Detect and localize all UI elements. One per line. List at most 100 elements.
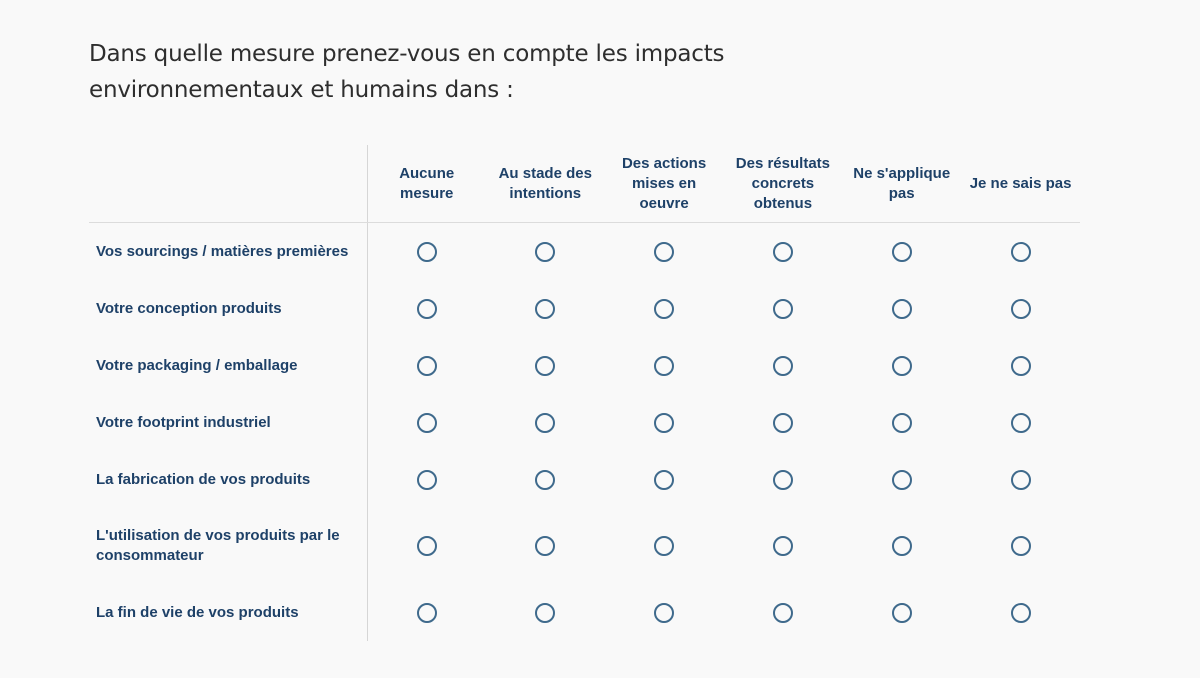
- radio-cell: [486, 584, 605, 641]
- radio-cell: [723, 451, 842, 508]
- radio-cell: [486, 394, 605, 451]
- radio-button-je-ne-sais-pas[interactable]: [1010, 469, 1031, 490]
- radio-button-je-ne-sais-pas[interactable]: [1010, 355, 1031, 376]
- radio-button-aucune-mesure[interactable]: [416, 602, 437, 623]
- radio-cell: [842, 584, 961, 641]
- radio-button-des-resultats-concrets-obtenus[interactable]: [772, 355, 793, 376]
- column-header-label: Des actions mises en oeuvre: [621, 154, 707, 212]
- radio-cell: [367, 280, 486, 337]
- radio-button-aucune-mesure[interactable]: [416, 536, 437, 556]
- column-header-aucune-mesure: Aucune mesure: [367, 145, 486, 223]
- radio-button-des-actions-mises-en-oeuvre[interactable]: [654, 241, 675, 262]
- radio-button-des-resultats-concrets-obtenus[interactable]: [772, 602, 793, 623]
- radio-cell: [605, 223, 724, 281]
- radio-cell: [723, 508, 842, 584]
- radio-cell: [605, 584, 724, 641]
- radio-cell: [723, 280, 842, 337]
- radio-button-des-resultats-concrets-obtenus[interactable]: [772, 469, 793, 490]
- row-label: La fabrication de vos produits: [89, 451, 368, 508]
- radio-button-au-stade-des-intentions[interactable]: [535, 412, 556, 433]
- radio-cell: [842, 508, 961, 584]
- radio-cell: [605, 280, 724, 337]
- radio-button-ne-s-applique-pas[interactable]: [891, 602, 912, 623]
- radio-button-au-stade-des-intentions[interactable]: [535, 469, 556, 490]
- radio-button-je-ne-sais-pas[interactable]: [1010, 298, 1031, 319]
- radio-cell: [605, 451, 724, 508]
- radio-button-ne-s-applique-pas[interactable]: [891, 536, 912, 556]
- radio-button-des-actions-mises-en-oeuvre[interactable]: [654, 602, 675, 623]
- radio-cell: [367, 584, 486, 641]
- radio-cell: [961, 394, 1080, 451]
- radio-cell: [486, 280, 605, 337]
- column-header-au-stade-des-intentions: Au stade des intentions: [485, 145, 605, 223]
- radio-button-au-stade-des-intentions[interactable]: [535, 298, 556, 319]
- radio-button-des-resultats-concrets-obtenus[interactable]: [772, 298, 793, 319]
- row-label: L'utilisation de vos produits par le con…: [89, 508, 368, 584]
- radio-cell: [723, 337, 842, 394]
- column-header-label: Je ne sais pas: [969, 174, 1072, 192]
- radio-button-aucune-mesure[interactable]: [416, 298, 437, 319]
- radio-cell: [486, 508, 605, 584]
- radio-button-aucune-mesure[interactable]: [416, 355, 437, 376]
- radio-cell: [486, 223, 605, 281]
- radio-button-des-actions-mises-en-oeuvre[interactable]: [654, 469, 675, 490]
- radio-button-au-stade-des-intentions[interactable]: [535, 602, 556, 623]
- column-header-label: Des résultats concrets obtenus: [735, 154, 830, 212]
- matrix-row-footprint: Votre footprint industriel: [89, 394, 1080, 451]
- radio-button-des-actions-mises-en-oeuvre[interactable]: [654, 412, 675, 433]
- radio-cell: [605, 508, 724, 584]
- radio-button-je-ne-sais-pas[interactable]: [1010, 602, 1031, 623]
- radio-button-des-actions-mises-en-oeuvre[interactable]: [654, 355, 675, 376]
- row-label: Votre footprint industriel: [89, 394, 368, 451]
- column-header-label: Aucune mesure: [399, 164, 455, 202]
- radio-button-au-stade-des-intentions[interactable]: [535, 355, 556, 376]
- radio-cell: [486, 337, 605, 394]
- row-label: Votre packaging / emballage: [89, 337, 368, 394]
- row-label: Votre conception produits: [89, 280, 368, 337]
- matrix-header-row: Aucune mesure Au stade des intentions De…: [89, 145, 1080, 223]
- matrix-corner-cell: [89, 145, 368, 223]
- radio-button-des-resultats-concrets-obtenus[interactable]: [772, 241, 793, 262]
- column-header-je-ne-sais-pas: Je ne sais pas: [961, 145, 1080, 223]
- radio-button-au-stade-des-intentions[interactable]: [535, 536, 556, 556]
- radio-button-des-actions-mises-en-oeuvre[interactable]: [654, 298, 675, 319]
- matrix-row-fabrication: La fabrication de vos produits: [89, 451, 1080, 508]
- radio-button-aucune-mesure[interactable]: [416, 241, 437, 262]
- radio-cell: [367, 451, 486, 508]
- radio-button-je-ne-sais-pas[interactable]: [1010, 536, 1031, 556]
- radio-button-je-ne-sais-pas[interactable]: [1010, 241, 1031, 262]
- column-header-ne-s-applique-pas: Ne s'applique pas: [842, 145, 962, 223]
- radio-cell: [842, 394, 961, 451]
- radio-cell: [961, 337, 1080, 394]
- radio-cell: [842, 223, 961, 281]
- radio-cell: [367, 394, 486, 451]
- column-header-label: Au stade des intentions: [498, 164, 592, 202]
- radio-cell: [605, 337, 724, 394]
- radio-button-des-actions-mises-en-oeuvre[interactable]: [654, 536, 675, 556]
- radio-button-aucune-mesure[interactable]: [416, 412, 437, 433]
- matrix-row-conception: Votre conception produits: [89, 280, 1080, 337]
- radio-button-ne-s-applique-pas[interactable]: [891, 469, 912, 490]
- radio-button-aucune-mesure[interactable]: [416, 469, 437, 490]
- radio-cell: [367, 508, 486, 584]
- column-header-label: Ne s'applique pas: [853, 164, 951, 202]
- radio-cell: [961, 584, 1080, 641]
- radio-cell: [961, 508, 1080, 584]
- radio-button-ne-s-applique-pas[interactable]: [891, 241, 912, 262]
- radio-cell: [605, 394, 724, 451]
- radio-cell: [961, 223, 1080, 281]
- radio-button-ne-s-applique-pas[interactable]: [891, 355, 912, 376]
- radio-cell: [842, 280, 961, 337]
- radio-button-ne-s-applique-pas[interactable]: [891, 412, 912, 433]
- radio-button-ne-s-applique-pas[interactable]: [891, 298, 912, 319]
- column-header-des-resultats-concrets-obtenus: Des résultats concrets obtenus: [723, 145, 843, 223]
- radio-button-au-stade-des-intentions[interactable]: [535, 241, 556, 262]
- radio-cell: [367, 223, 486, 281]
- radio-cell: [842, 451, 961, 508]
- radio-button-je-ne-sais-pas[interactable]: [1010, 412, 1031, 433]
- radio-button-des-resultats-concrets-obtenus[interactable]: [772, 536, 793, 556]
- radio-button-des-resultats-concrets-obtenus[interactable]: [772, 412, 793, 433]
- radio-cell: [367, 337, 486, 394]
- radio-cell: [961, 451, 1080, 508]
- likert-matrix: Aucune mesure Au stade des intentions De…: [89, 145, 1080, 641]
